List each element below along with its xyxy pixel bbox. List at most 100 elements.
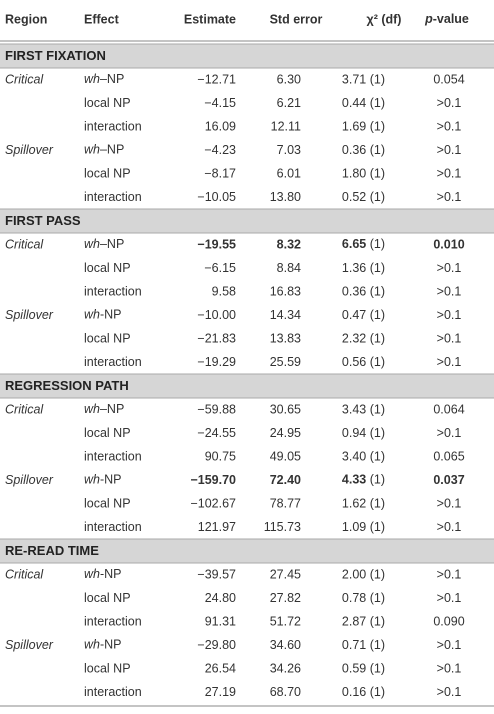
estimate: 9.58 bbox=[212, 284, 236, 298]
p-value: >0.1 bbox=[437, 591, 462, 605]
p-value: >0.1 bbox=[437, 166, 462, 180]
estimate: −6.15 bbox=[204, 261, 236, 275]
chi-square: 2.32 (1) bbox=[342, 331, 385, 345]
std-error: 6.01 bbox=[277, 166, 301, 180]
effect: interaction bbox=[84, 520, 142, 534]
p-value: >0.1 bbox=[437, 661, 462, 675]
std-error: 72.40 bbox=[270, 473, 301, 487]
effect: local NP bbox=[84, 661, 131, 675]
chi-square: 1.80 (1) bbox=[342, 166, 385, 180]
p-value: 0.064 bbox=[433, 402, 464, 416]
std-error: 34.26 bbox=[270, 661, 301, 675]
std-error: 115.73 bbox=[264, 520, 301, 534]
region: Spillover bbox=[5, 473, 54, 487]
p-value: 0.065 bbox=[433, 449, 464, 463]
effect: local NP bbox=[84, 496, 131, 510]
estimate: 91.31 bbox=[205, 614, 236, 628]
region: Critical bbox=[5, 72, 44, 86]
p-value: >0.1 bbox=[437, 261, 462, 275]
chi-square: 1.36 (1) bbox=[342, 261, 385, 275]
section-band bbox=[0, 209, 494, 233]
chi-square: 0.44 (1) bbox=[342, 96, 385, 110]
region: Critical bbox=[5, 237, 44, 251]
effect: local NP bbox=[84, 331, 131, 345]
section-band bbox=[0, 44, 494, 68]
p-value: >0.1 bbox=[437, 355, 462, 369]
region: Spillover bbox=[5, 638, 54, 652]
column-header: Std error bbox=[270, 12, 323, 26]
chi-square: 0.59 (1) bbox=[342, 661, 385, 675]
region: Critical bbox=[5, 567, 44, 581]
region: Spillover bbox=[5, 308, 54, 322]
chi-square: 3.71 (1) bbox=[342, 72, 385, 86]
effect: local NP bbox=[84, 426, 131, 440]
p-value: 0.054 bbox=[433, 72, 464, 86]
p-value: >0.1 bbox=[437, 308, 462, 322]
section-title: REGRESSION PATH bbox=[5, 378, 129, 393]
estimate: −59.88 bbox=[197, 402, 236, 416]
chi-square: 0.78 (1) bbox=[342, 591, 385, 605]
std-error: 7.03 bbox=[277, 143, 301, 157]
estimate: −4.23 bbox=[204, 143, 236, 157]
estimate: −10.05 bbox=[197, 190, 236, 204]
chi-square: 0.36 (1) bbox=[342, 143, 385, 157]
chi-square: 0.16 (1) bbox=[342, 685, 385, 699]
std-error: 49.05 bbox=[270, 449, 301, 463]
section-band bbox=[0, 374, 494, 398]
region: Spillover bbox=[5, 143, 54, 157]
p-value: >0.1 bbox=[437, 284, 462, 298]
estimate: −19.55 bbox=[197, 237, 236, 251]
effect: local NP bbox=[84, 96, 131, 110]
chi-square: 2.00 (1) bbox=[342, 567, 385, 581]
effect: wh–NP bbox=[84, 402, 124, 416]
estimate: −10.00 bbox=[197, 308, 236, 322]
section-band bbox=[0, 539, 494, 563]
effect: interaction bbox=[84, 685, 142, 699]
std-error: 12.11 bbox=[271, 119, 301, 133]
effect: local NP bbox=[84, 166, 131, 180]
region: Critical bbox=[5, 402, 44, 416]
estimate: 16.09 bbox=[205, 119, 236, 133]
effect: interaction bbox=[84, 190, 142, 204]
p-value: >0.1 bbox=[437, 190, 462, 204]
std-error: 51.72 bbox=[270, 614, 301, 628]
chi-square: 0.47 (1) bbox=[342, 308, 385, 322]
column-header: Region bbox=[5, 12, 47, 26]
p-value: >0.1 bbox=[437, 520, 462, 534]
chi-square: 4.33 (1) bbox=[342, 473, 385, 487]
effect: local NP bbox=[84, 591, 131, 605]
std-error: 78.77 bbox=[270, 496, 301, 510]
effect: interaction bbox=[84, 119, 142, 133]
estimate: 27.19 bbox=[205, 685, 236, 699]
estimate: −39.57 bbox=[197, 567, 236, 581]
p-value: 0.010 bbox=[433, 237, 464, 251]
effect: wh-NP bbox=[84, 638, 122, 652]
std-error: 68.70 bbox=[270, 685, 301, 699]
chi-square: 3.40 (1) bbox=[342, 449, 385, 463]
effect: wh-NP bbox=[84, 308, 122, 322]
p-value: >0.1 bbox=[437, 496, 462, 510]
section-title: FIRST FIXATION bbox=[5, 48, 106, 63]
std-error: 16.83 bbox=[270, 284, 301, 298]
estimate: −102.67 bbox=[190, 496, 236, 510]
chi-square: 1.62 (1) bbox=[342, 496, 385, 510]
estimate: 26.54 bbox=[205, 661, 236, 675]
p-value: >0.1 bbox=[437, 331, 462, 345]
effect: interaction bbox=[84, 355, 142, 369]
estimate: −21.83 bbox=[197, 331, 236, 345]
p-value: >0.1 bbox=[437, 119, 462, 133]
std-error: 25.59 bbox=[270, 355, 301, 369]
std-error: 34.60 bbox=[270, 638, 301, 652]
chi-square: 3.43 (1) bbox=[342, 402, 385, 416]
effect: interaction bbox=[84, 284, 142, 298]
estimate: −4.15 bbox=[204, 96, 236, 110]
p-value: >0.1 bbox=[437, 685, 462, 699]
chi-square: 2.87 (1) bbox=[342, 614, 385, 628]
chi-square: 0.71 (1) bbox=[342, 638, 385, 652]
section-title: RE-READ TIME bbox=[5, 543, 99, 558]
section-title: FIRST PASS bbox=[5, 213, 81, 228]
p-value: 0.090 bbox=[433, 614, 464, 628]
estimate: −8.17 bbox=[204, 166, 236, 180]
